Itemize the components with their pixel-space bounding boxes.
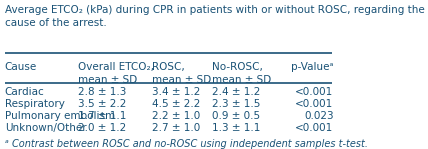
- Text: 3.4 ± 1.2: 3.4 ± 1.2: [152, 87, 200, 97]
- Text: 3.5 ± 2.2: 3.5 ± 2.2: [78, 99, 127, 109]
- Text: 4.5 ± 2.2: 4.5 ± 2.2: [152, 99, 200, 109]
- Text: Cause: Cause: [5, 62, 37, 72]
- Text: Unknown/Other: Unknown/Other: [5, 123, 86, 133]
- Text: 2.7 ± 1.0: 2.7 ± 1.0: [152, 123, 200, 133]
- Text: Respiratory: Respiratory: [5, 99, 65, 109]
- Text: Average ETCO₂ (kPa) during CPR in patients with or without ROSC, regarding the
c: Average ETCO₂ (kPa) during CPR in patien…: [5, 5, 425, 28]
- Text: 1.7 ± 1.1: 1.7 ± 1.1: [78, 111, 127, 121]
- Text: ᵃ Contrast between ROSC and no-ROSC using independent samples t-test.: ᵃ Contrast between ROSC and no-ROSC usin…: [5, 139, 368, 149]
- Text: 2.2 ± 1.0: 2.2 ± 1.0: [152, 111, 200, 121]
- Text: Cardiac: Cardiac: [5, 87, 45, 97]
- Text: 2.8 ± 1.3: 2.8 ± 1.3: [78, 87, 127, 97]
- Text: 0.9 ± 0.5: 0.9 ± 0.5: [212, 111, 260, 121]
- Text: 2.4 ± 1.2: 2.4 ± 1.2: [212, 87, 260, 97]
- Text: 2.0 ± 1.2: 2.0 ± 1.2: [78, 123, 126, 133]
- Text: Pulmonary embolism: Pulmonary embolism: [5, 111, 115, 121]
- Text: <0.001: <0.001: [295, 87, 333, 97]
- Text: <0.001: <0.001: [295, 123, 333, 133]
- Text: 0.023: 0.023: [304, 111, 333, 121]
- Text: p-Valueᵃ: p-Valueᵃ: [291, 62, 333, 72]
- Text: 2.3 ± 1.5: 2.3 ± 1.5: [212, 99, 260, 109]
- Text: <0.001: <0.001: [295, 99, 333, 109]
- Text: No-ROSC,
mean ± SD: No-ROSC, mean ± SD: [212, 62, 271, 85]
- Text: Overall ETCO₂,
mean ± SD: Overall ETCO₂, mean ± SD: [78, 62, 154, 85]
- Text: 1.3 ± 1.1: 1.3 ± 1.1: [212, 123, 260, 133]
- Text: ROSC,
mean ± SD: ROSC, mean ± SD: [152, 62, 211, 85]
